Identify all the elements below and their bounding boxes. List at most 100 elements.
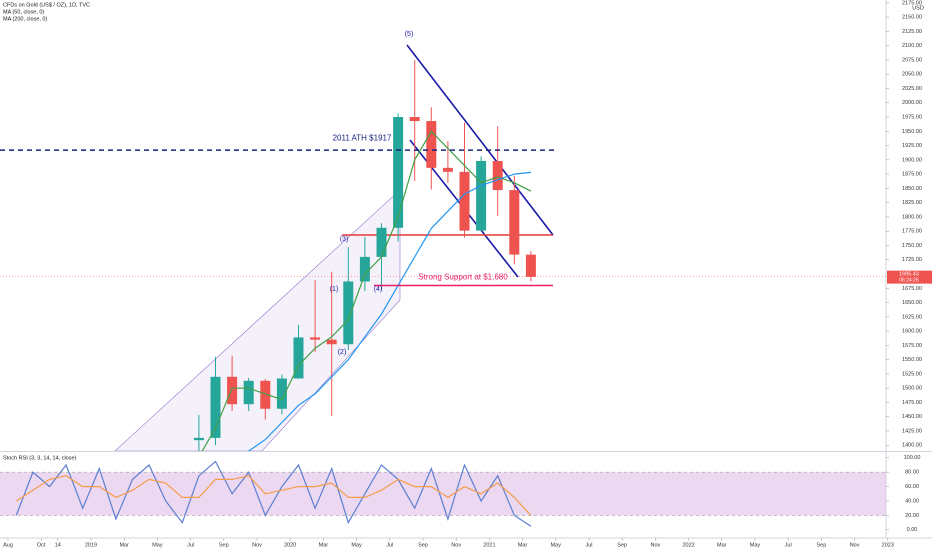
y-tick-label: 1750.00 [902, 243, 922, 249]
x-tick-label: Nov [850, 542, 860, 548]
y-tick-label: 2125.00 [902, 29, 922, 35]
wave-label: (2) [338, 349, 347, 356]
indicator-title: Stoch RSI (3, 3, 14, 14, close) [3, 455, 77, 461]
x-tick-label: Aug [3, 542, 13, 548]
candle-body [193, 437, 204, 441]
x-tick-label: May [351, 542, 362, 548]
x-tick-label: Nov [651, 542, 661, 548]
series-line [201, 130, 532, 451]
x-tick-label: 14 [55, 542, 61, 548]
x-tick-label: Mar [717, 542, 727, 548]
x-tick-label: 2019 [85, 542, 97, 548]
x-tick-label: Sep [219, 542, 229, 548]
x-tick-label: Sep [418, 542, 428, 548]
legend-entry: MA (200, close, 0) [3, 16, 47, 22]
y-tick-label: 1600.00 [902, 329, 922, 335]
candle-body [492, 160, 503, 191]
x-tick-label: May [551, 542, 562, 548]
x-tick-label: 2023 [882, 542, 894, 548]
x-tick-label: Mar [319, 542, 329, 548]
y-tick-label: 1950.00 [902, 129, 922, 135]
y-tick-label: 1500.00 [902, 386, 922, 392]
level-label: Strong Support at $1,680 [418, 273, 508, 282]
y-tick-label: 1525.00 [902, 371, 922, 377]
y-tick-label: 1450.00 [902, 414, 922, 420]
y-tick-label: 60.00 [905, 484, 919, 490]
wave-label: (5) [405, 31, 414, 38]
y-tick-label: 100.00 [904, 455, 921, 461]
rising-channel [114, 189, 401, 451]
y-tick-label: 1625.00 [902, 314, 922, 320]
candle-body [442, 167, 453, 172]
axes: 1400.00 1425.00 1450.00 1475.00 1500.00 1525.… [3, 0, 932, 548]
x-tick-label: May [750, 542, 761, 548]
x-tick-label: Mar [119, 542, 129, 548]
candle-body [293, 337, 304, 379]
x-tick-label: Nov [451, 542, 461, 548]
y-tick-label: 2000.00 [902, 100, 922, 106]
y-tick-label: 1425.00 [902, 428, 922, 434]
candle-body [509, 190, 520, 255]
candle-body [476, 160, 487, 231]
candle-body [326, 339, 337, 345]
last-price-label: 1695.43 [899, 272, 919, 278]
x-tick-label: 2022 [682, 542, 694, 548]
y-tick-label: 1900.00 [902, 157, 922, 163]
y-tick-label: 40.00 [905, 498, 919, 504]
y-tick-label: 2150.00 [902, 15, 922, 21]
x-tick-label: Sep [817, 542, 827, 548]
x-tick-label: 2020 [284, 542, 296, 548]
y-tick-label: 80.00 [905, 470, 919, 476]
candle-body [426, 121, 437, 168]
y-tick-label: 1400.00 [902, 443, 922, 449]
falling-channel-upper [406, 44, 554, 236]
y-tick-label: 2050.00 [902, 72, 922, 78]
candle-body [243, 380, 254, 405]
candle-body [376, 227, 387, 257]
x-tick-label: Mar [518, 542, 528, 548]
y-tick-label: 2100.00 [902, 43, 922, 49]
x-tick-label: Jul [585, 542, 592, 548]
chart-title: CFDs on Gold (US$ / OZ), 1D, TVC [3, 2, 90, 8]
y-tick-label: 1775.00 [902, 229, 922, 235]
series-line [15, 475, 532, 516]
series-line [15, 460, 532, 527]
x-tick-label: 2021 [483, 542, 495, 548]
candle-body [260, 380, 271, 409]
series-line [247, 171, 531, 451]
last-price-box [887, 270, 932, 284]
y-tick-label: 2175.00 [902, 0, 922, 6]
y-tick-label: 20.00 [905, 513, 919, 519]
price-pane [0, 59, 886, 451]
x-tick-label: Jul [187, 542, 194, 548]
y-tick-label: 1675.00 [902, 286, 922, 292]
y-tick-label: 1725.00 [902, 257, 922, 263]
y-tick-label: 1575.00 [902, 343, 922, 349]
y-tick-label: 0.00 [907, 527, 918, 533]
y-tick-label: 1925.00 [902, 143, 922, 149]
x-tick-label: Nov [252, 542, 262, 548]
candle-body [525, 254, 536, 277]
x-tick-label: Jul [386, 542, 393, 548]
wave-label: (4) [374, 286, 383, 293]
y-tick-label: 1800.00 [902, 214, 922, 220]
axis-unit: USD [912, 5, 924, 11]
candle-body [343, 281, 354, 345]
candle-body [310, 337, 321, 340]
legend-entry: MA (50, close, 0) [3, 9, 44, 15]
y-tick-label: 1825.00 [902, 200, 922, 206]
wave-label: (3) [340, 236, 349, 243]
candle-body [276, 378, 287, 409]
y-tick-label: 1650.00 [902, 300, 922, 306]
x-tick-label: Jul [785, 542, 792, 548]
y-tick-label: 1875.00 [902, 172, 922, 178]
candle-body [359, 256, 370, 282]
candle-body [210, 376, 221, 438]
x-tick-label: Oct [37, 542, 46, 548]
level-label: 2011 ATH $1917 [333, 133, 392, 142]
countdown-label: 06:24:26 [899, 277, 919, 283]
candle-body [393, 117, 404, 228]
candle-body [227, 376, 238, 405]
y-tick-label: 2075.00 [902, 57, 922, 63]
